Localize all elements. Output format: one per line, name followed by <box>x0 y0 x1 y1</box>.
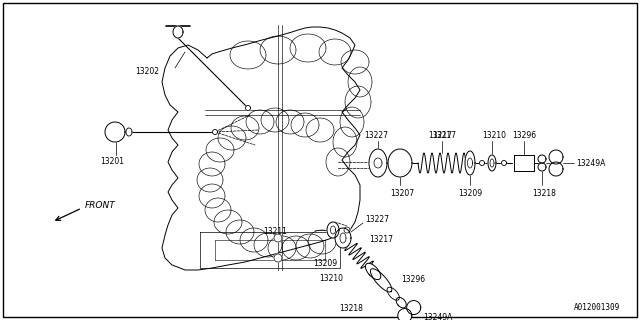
Text: 13201: 13201 <box>100 157 124 166</box>
Polygon shape <box>371 269 392 292</box>
Text: 13218: 13218 <box>339 304 363 313</box>
Polygon shape <box>388 149 412 177</box>
Polygon shape <box>126 128 132 136</box>
Polygon shape <box>340 233 346 243</box>
Text: FRONT: FRONT <box>85 202 116 211</box>
Text: 13249A: 13249A <box>576 158 605 167</box>
Text: 13211: 13211 <box>263 228 287 236</box>
Polygon shape <box>398 308 412 320</box>
Text: 13210: 13210 <box>482 131 506 140</box>
Polygon shape <box>406 300 420 315</box>
Text: 13227: 13227 <box>365 215 389 225</box>
Polygon shape <box>538 163 546 171</box>
Text: 13227: 13227 <box>364 131 388 140</box>
Polygon shape <box>549 150 563 164</box>
Polygon shape <box>105 122 125 142</box>
Polygon shape <box>502 161 506 165</box>
Text: 13207: 13207 <box>390 188 414 197</box>
Polygon shape <box>327 222 339 238</box>
Polygon shape <box>330 226 335 234</box>
Polygon shape <box>274 254 282 262</box>
Text: A012001309: A012001309 <box>573 303 620 312</box>
Polygon shape <box>467 158 472 168</box>
Polygon shape <box>212 130 218 134</box>
Text: 13210: 13210 <box>319 274 343 283</box>
Polygon shape <box>374 158 382 168</box>
Polygon shape <box>479 161 484 165</box>
Polygon shape <box>396 298 406 308</box>
Text: 13202: 13202 <box>135 68 159 76</box>
Text: 13218: 13218 <box>532 188 556 197</box>
Polygon shape <box>173 26 183 38</box>
Polygon shape <box>369 149 387 177</box>
Text: 13209: 13209 <box>313 259 337 268</box>
Text: 13296: 13296 <box>512 131 536 140</box>
Text: 13217: 13217 <box>428 131 452 140</box>
Polygon shape <box>365 263 381 280</box>
Polygon shape <box>335 228 351 248</box>
Text: 13217: 13217 <box>369 235 393 244</box>
Text: 13296: 13296 <box>401 275 426 284</box>
Polygon shape <box>538 155 546 163</box>
Polygon shape <box>488 155 496 171</box>
Polygon shape <box>490 159 494 167</box>
Polygon shape <box>274 234 282 242</box>
Text: 13217: 13217 <box>432 131 456 140</box>
Polygon shape <box>514 155 534 171</box>
Polygon shape <box>344 227 350 233</box>
Polygon shape <box>549 162 563 176</box>
Text: 13249A: 13249A <box>423 313 452 320</box>
Polygon shape <box>465 151 475 175</box>
Polygon shape <box>246 106 250 110</box>
Text: 13209: 13209 <box>458 188 482 197</box>
